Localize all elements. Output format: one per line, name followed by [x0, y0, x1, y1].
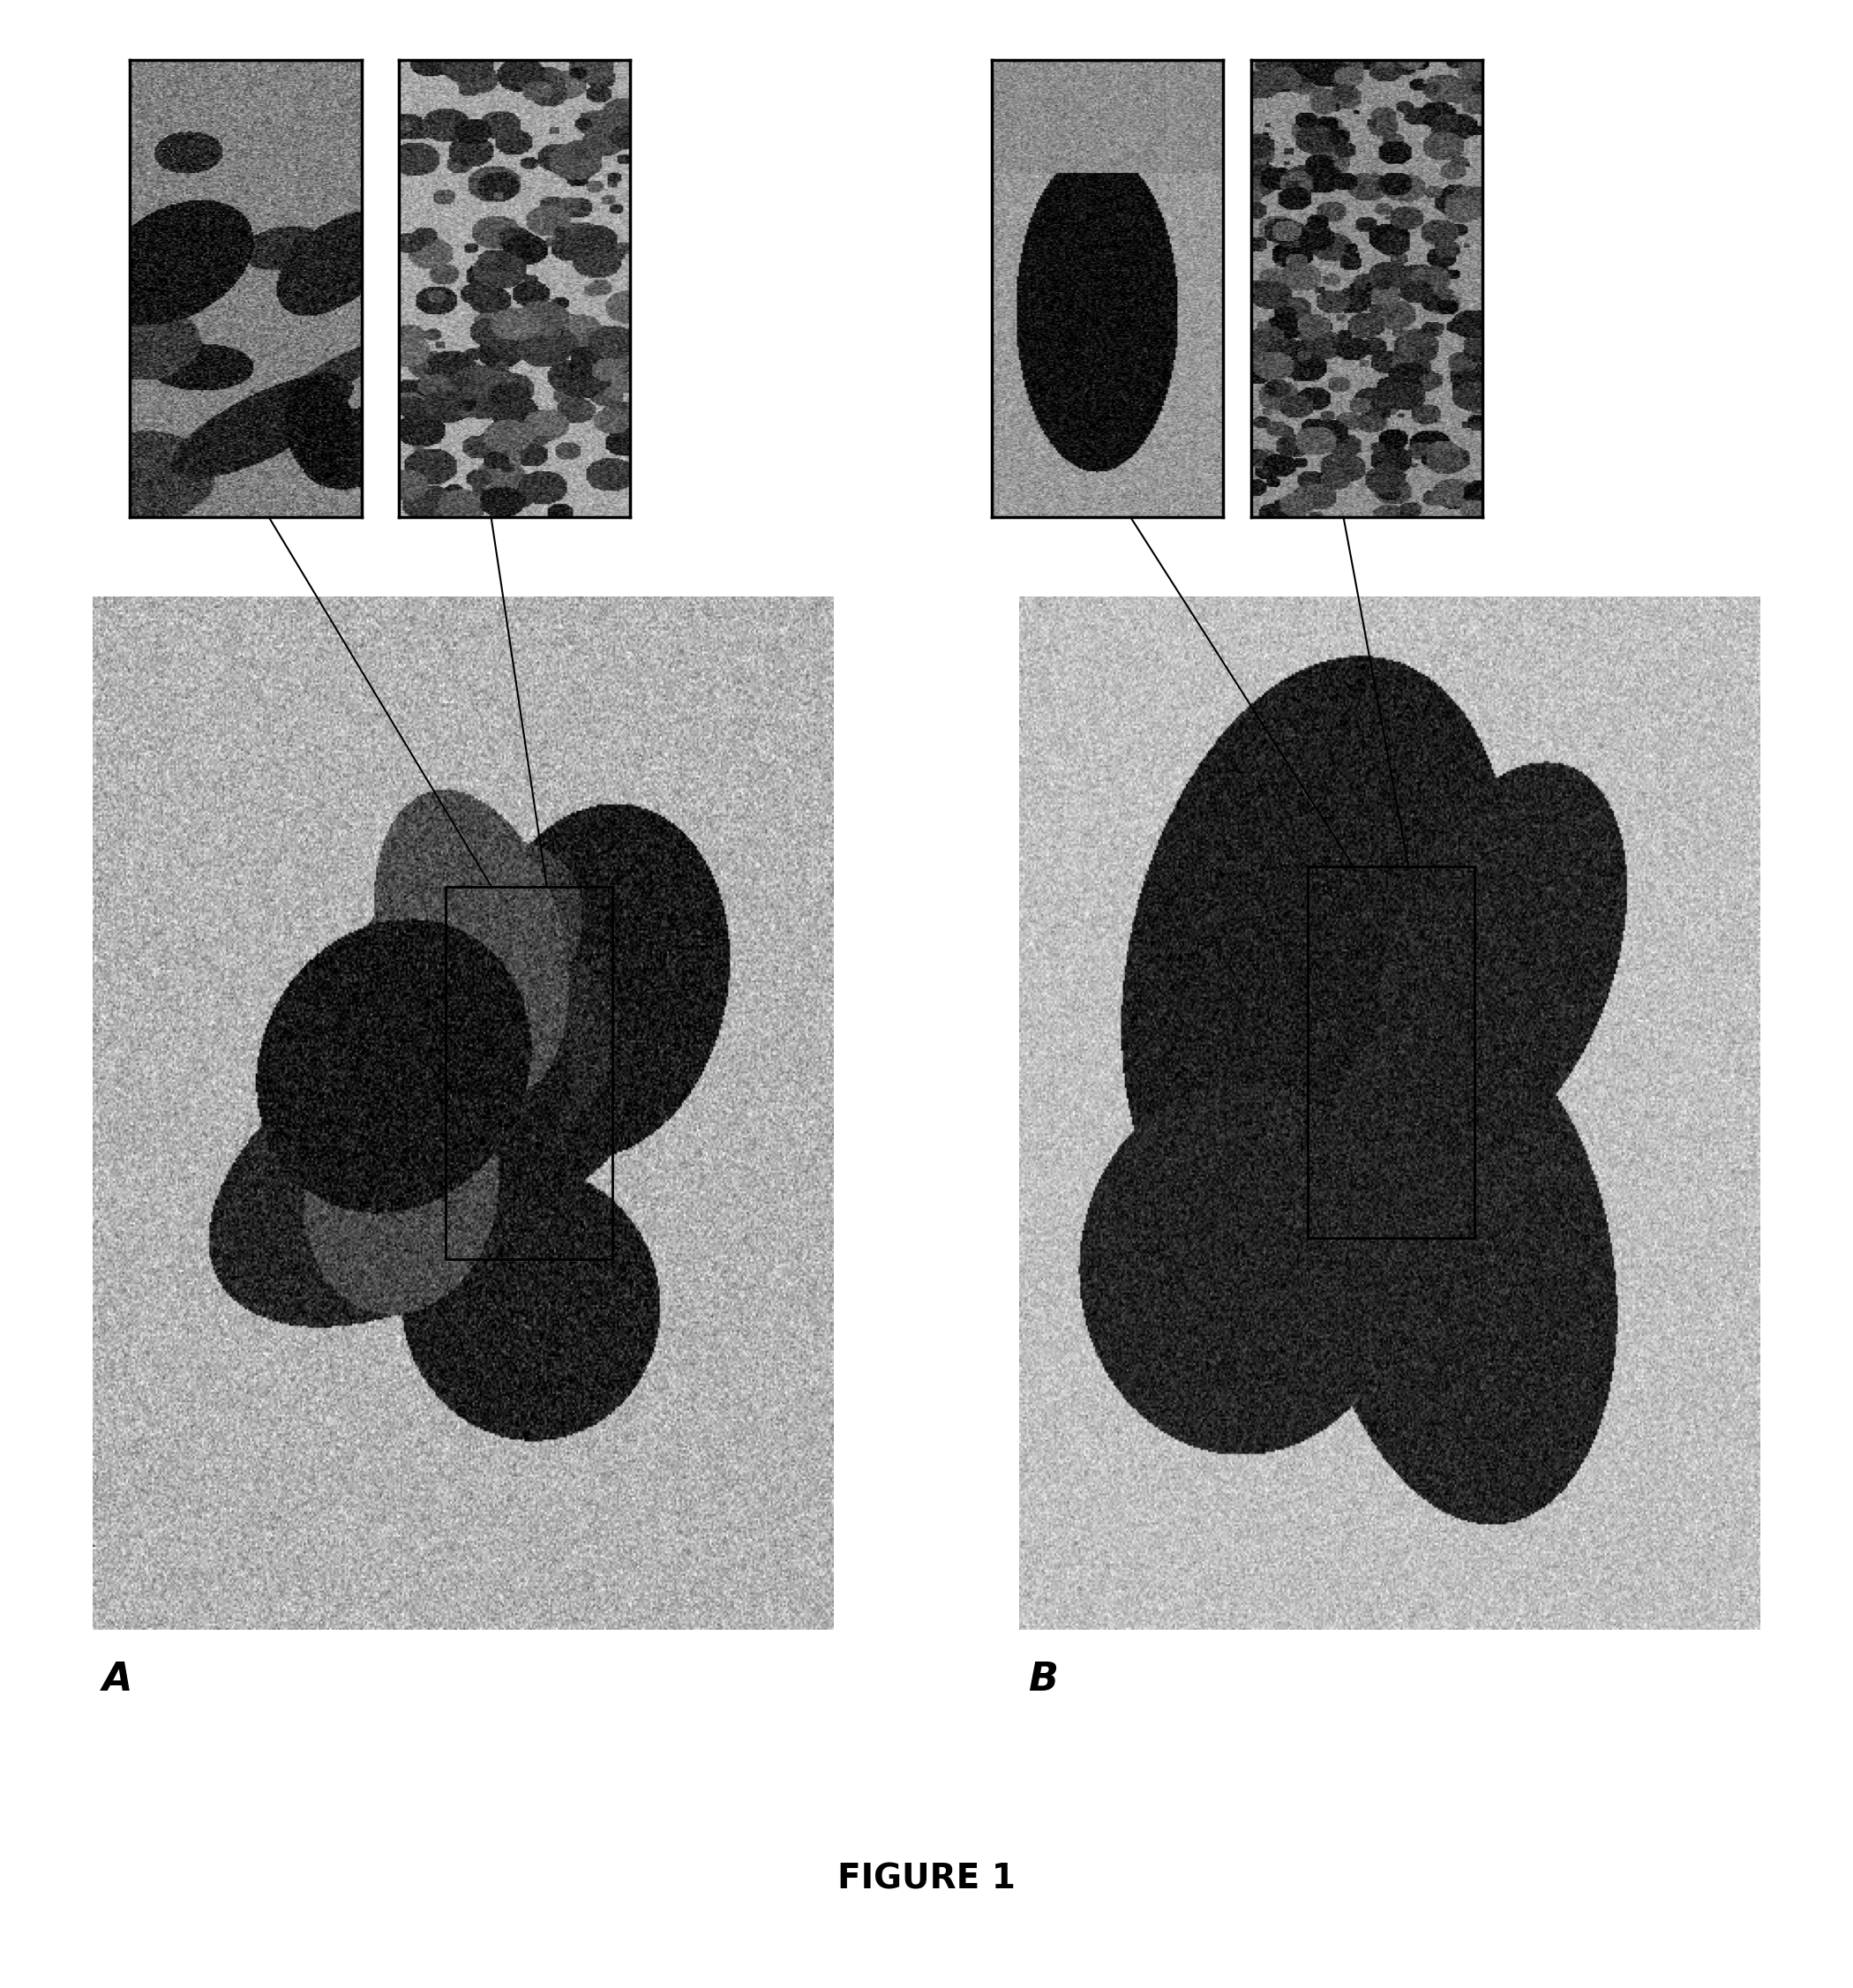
Text: A: A [102, 1660, 132, 1700]
Bar [1308, 867, 1475, 1239]
Text: B: B [1028, 1660, 1058, 1700]
Bar [445, 887, 611, 1258]
Text: FIGURE 1: FIGURE 1 [838, 1863, 1015, 1895]
